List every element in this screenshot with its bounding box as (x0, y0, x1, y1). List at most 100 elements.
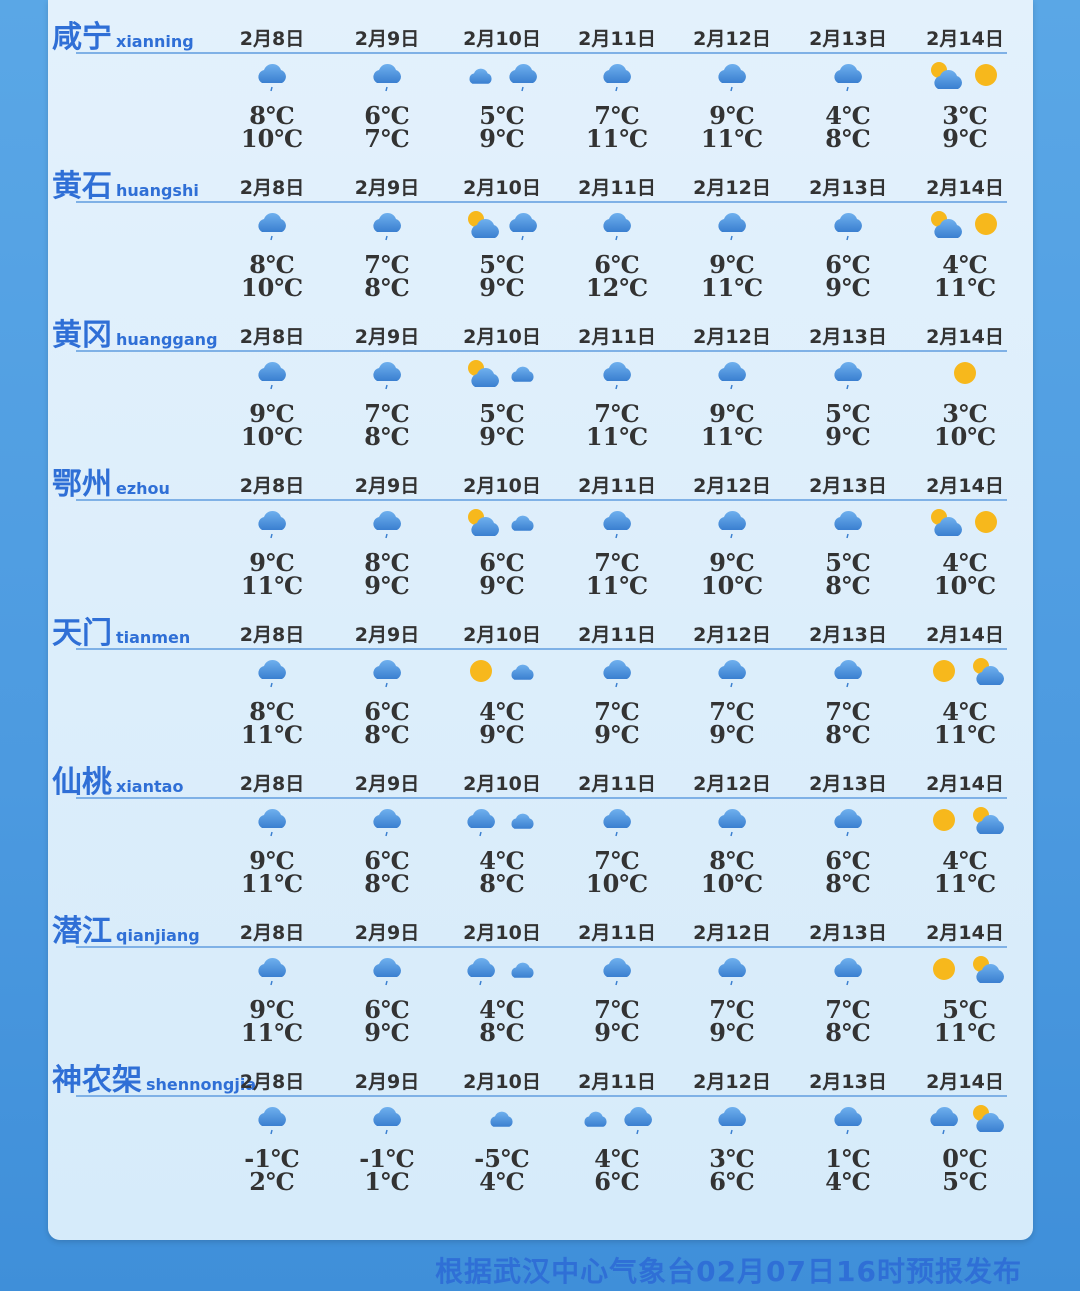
weather-icons (562, 354, 672, 394)
rain-icon (467, 957, 495, 986)
day-forecast: 2月13日 6℃ 8℃ (793, 769, 903, 896)
sun-icon (975, 213, 997, 235)
date-label: 2月10日 (463, 28, 541, 50)
date-label: 2月12日 (693, 1071, 771, 1093)
temp-low: 5℃ (942, 995, 988, 1024)
weather-icons (562, 801, 672, 841)
rain-icon (834, 361, 862, 390)
date-label: 2月11日 (578, 326, 656, 348)
temp-high: 9℃ (825, 273, 871, 302)
city-block: 黄石 huangshi 2月8日 8℃ 10℃ 2月9日 7℃ 8℃ 2月10日 … (48, 149, 1033, 302)
temp-high: 8℃ (364, 422, 410, 451)
temp-high: 9℃ (594, 720, 640, 749)
rain-icon (258, 361, 286, 390)
temp-low: 7℃ (825, 995, 871, 1024)
divider (76, 350, 1007, 352)
date-label: 2月12日 (693, 773, 771, 795)
rain-icon (258, 957, 286, 986)
date-label: 2月13日 (809, 475, 887, 497)
temp-high: 11℃ (700, 273, 764, 302)
day-forecast: 2月13日 5℃ 8℃ (793, 471, 903, 598)
partly-cloudy-icon (931, 211, 962, 238)
date-label: 2月11日 (578, 28, 656, 50)
day-forecast: 2月9日 8℃ 9℃ (332, 471, 442, 598)
rain-icon (373, 808, 401, 837)
day-forecast: 2月11日 7℃ 11℃ (562, 24, 672, 151)
weather-icons (793, 950, 903, 990)
day-forecast: 2月11日 4℃ 6℃ (562, 1067, 672, 1196)
rain-icon (603, 808, 631, 837)
divider (76, 946, 1007, 948)
partly-cloudy-icon (468, 360, 499, 387)
date-label: 2月13日 (809, 1071, 887, 1093)
date-label: 2月8日 (239, 624, 305, 646)
temp-low: 8℃ (249, 697, 295, 726)
temp-high: 6℃ (594, 1167, 640, 1196)
sun-icon (975, 64, 997, 86)
day-forecast: 2月9日 6℃ 8℃ (332, 620, 442, 747)
date-label: 2月9日 (354, 28, 420, 50)
rain-icon (373, 361, 401, 390)
weather-icons (562, 652, 672, 692)
cloud-icon (511, 366, 534, 382)
day-forecast: 2月14日 0℃ 5℃ (910, 1067, 1020, 1194)
rain-icon (258, 1106, 286, 1135)
weather-icons (217, 56, 327, 96)
weather-icons (447, 1099, 557, 1139)
temp-low: 8℃ (249, 101, 295, 130)
city-name-pinyin: tianmen (116, 628, 191, 647)
cloud-icon (469, 68, 492, 84)
weather-icons (562, 950, 672, 990)
weather-icons (332, 652, 442, 692)
weather-icons (217, 801, 327, 841)
weather-icons (677, 354, 787, 394)
temp-high: 9℃ (479, 720, 525, 749)
date-label: 2月14日 (926, 773, 1004, 795)
temp-low: 7℃ (594, 846, 640, 875)
day-forecast: 2月14日 4℃ 11℃ (910, 173, 1020, 300)
temp-low: 7℃ (709, 995, 755, 1024)
temp-low: 3℃ (709, 1144, 755, 1173)
weather-icons (910, 950, 1020, 990)
day-forecast: 2月9日 6℃ 7℃ (332, 24, 442, 151)
weather-icons (677, 503, 787, 543)
rain-icon (834, 212, 862, 241)
date-label: 2月13日 (809, 177, 887, 199)
weather-icons (793, 1099, 903, 1139)
temp-low: 4℃ (594, 1144, 640, 1173)
temp-high: 10℃ (240, 124, 304, 153)
temp-low: 4℃ (825, 101, 871, 130)
temp-high: 10℃ (933, 422, 997, 451)
day-forecast: 2月13日 4℃ 8℃ (793, 24, 903, 151)
day-forecast: 2月14日 3℃ 10℃ (910, 322, 1020, 451)
weather-icons (217, 354, 327, 394)
temp-high: 9℃ (825, 422, 871, 451)
rain-icon (258, 212, 286, 241)
rain-icon (373, 212, 401, 241)
day-forecast: 2月11日 7℃ 11℃ (562, 471, 672, 598)
day-forecast: 2月10日 4℃ 9℃ (447, 620, 557, 749)
day-forecast: 2月12日 9℃ 11℃ (677, 322, 787, 449)
partly-cloudy-icon (468, 509, 499, 536)
day-forecast: 2月13日 1℃ 4℃ (793, 1067, 903, 1194)
temp-low: 4℃ (942, 846, 988, 875)
date-label: 2月14日 (926, 28, 1004, 50)
temp-high: 6℃ (709, 1167, 755, 1196)
cloud-icon (511, 813, 534, 829)
weather-icons (217, 652, 327, 692)
temp-high: 11℃ (933, 720, 997, 749)
city-block: 潜江 qianjiang 2月8日 9℃ 11℃ 2月9日 6℃ 9℃ 2月10日… (48, 894, 1033, 1045)
city-name: 仙桃 xiantao (52, 757, 183, 801)
weather-icons (217, 950, 327, 990)
weather-icons (793, 652, 903, 692)
temp-low: 4℃ (479, 846, 525, 875)
temp-high: 11℃ (933, 869, 997, 898)
temp-low: 5℃ (479, 250, 525, 279)
divider (76, 201, 1007, 203)
temp-low: 9℃ (249, 846, 295, 875)
date-label: 2月11日 (578, 624, 656, 646)
weather-icons (910, 1099, 1020, 1139)
weather-icons (332, 503, 442, 543)
rain-icon (834, 1106, 862, 1135)
temp-high: 12℃ (585, 273, 649, 302)
